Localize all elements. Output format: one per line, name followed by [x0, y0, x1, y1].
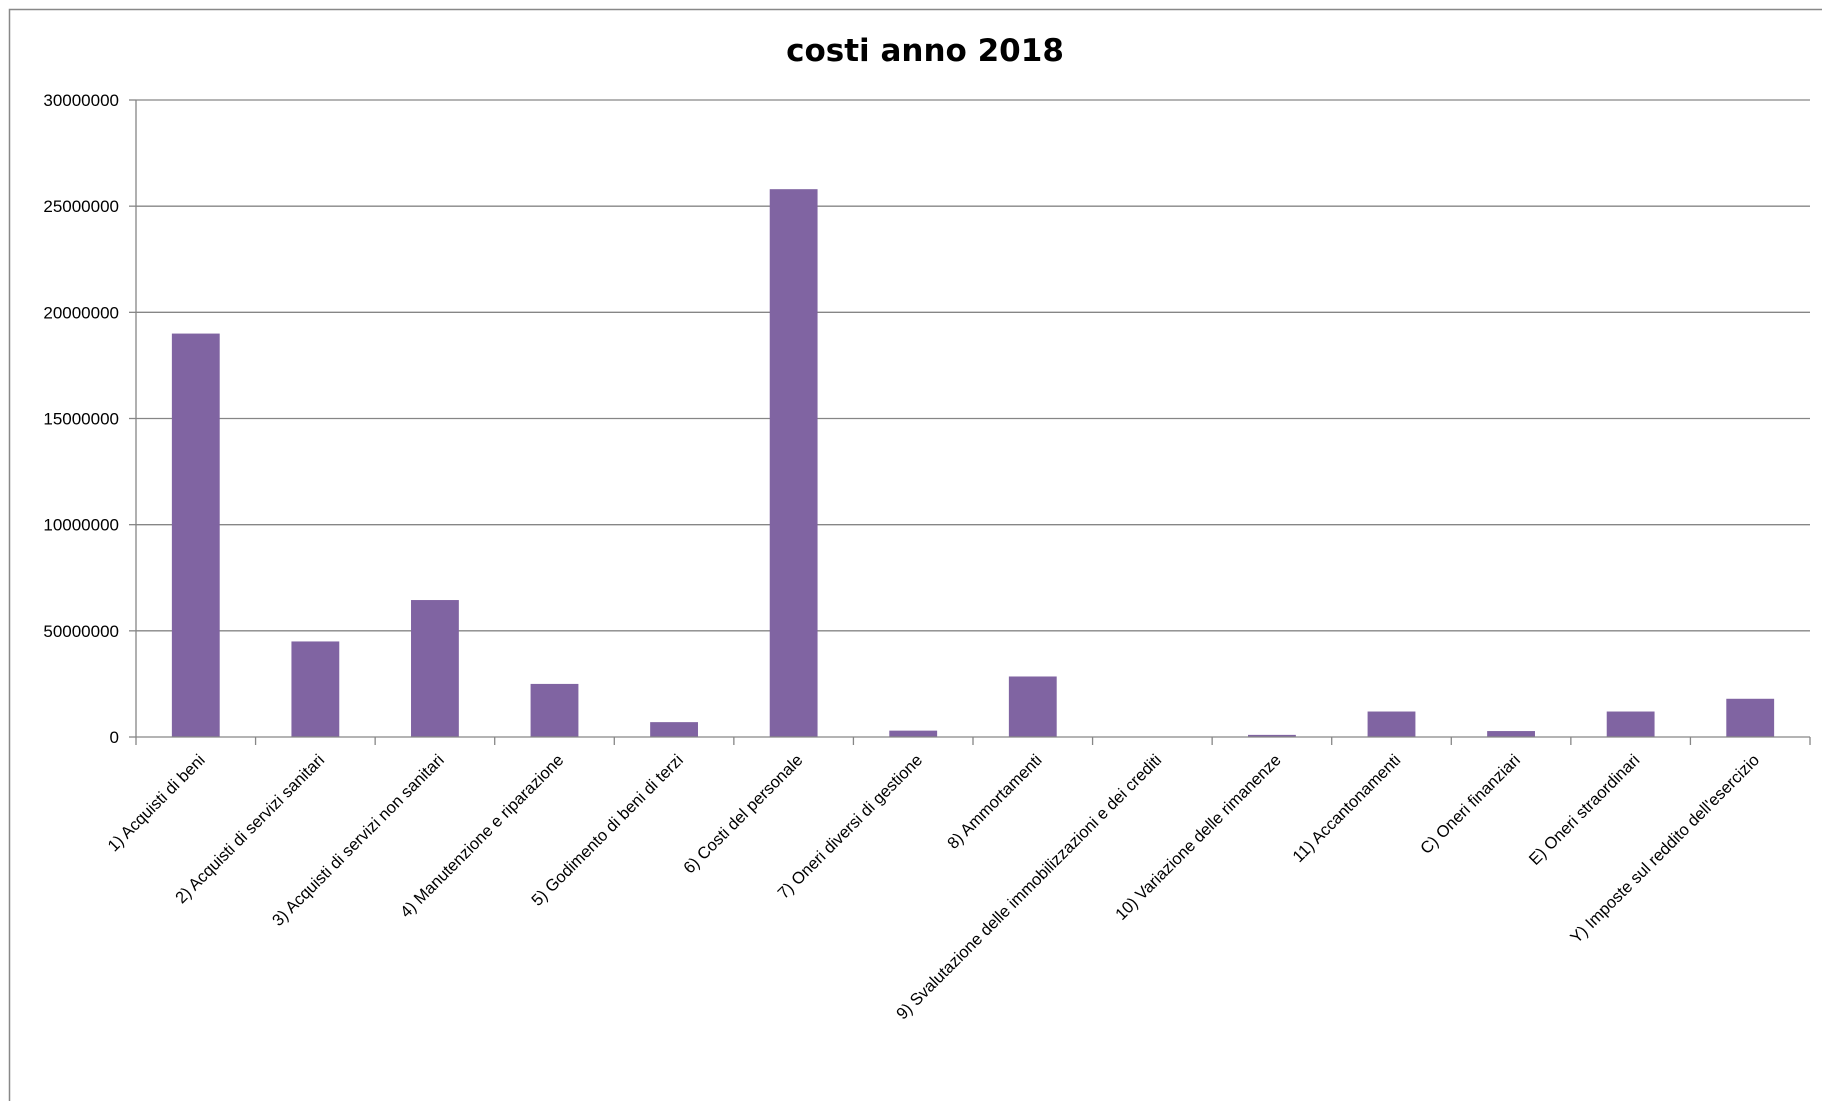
y-tick-label: 50000000 — [43, 622, 119, 641]
bar — [650, 722, 698, 737]
x-category-label: 1) Acquisti di beni — [104, 751, 208, 855]
x-category-label: E) Oneri straordinari — [1526, 751, 1644, 869]
bar — [172, 334, 220, 737]
bar — [1368, 712, 1416, 737]
bar — [531, 684, 579, 737]
bar — [770, 189, 818, 737]
x-category-label: 9) Svalutazione delle immobilizzazioni e… — [893, 751, 1165, 1023]
x-category-label: Y) Imposte sul reddito dell'esercizio — [1567, 751, 1763, 947]
bars — [172, 189, 1774, 737]
bar — [1726, 699, 1774, 737]
chart-frame-border — [10, 10, 1822, 1102]
y-tick-label: 20000000 — [43, 303, 119, 322]
y-tick-label: 30000000 — [43, 91, 119, 110]
bar — [1009, 676, 1057, 737]
x-category-label: 7) Oneri diversi di gestione — [775, 751, 927, 903]
x-category-label: C) Oneri finanziari — [1417, 751, 1524, 858]
chart-title: costi anno 2018 — [786, 33, 1064, 69]
y-tick-label: 0 — [110, 728, 119, 747]
x-category-label: 11) Accantonamenti — [1289, 751, 1404, 866]
y-tick-label: 25000000 — [43, 197, 119, 216]
axes — [129, 100, 1810, 745]
bar — [1487, 731, 1535, 737]
x-category-label: 8) Ammortamenti — [944, 751, 1046, 853]
bar — [411, 600, 459, 737]
y-tick-label: 15000000 — [43, 410, 119, 429]
x-category-label: 6) Costi del personale — [680, 751, 806, 877]
bar — [291, 641, 339, 737]
y-tick-label: 10000000 — [43, 516, 119, 535]
y-axis-tick-labels: 0 50000000 10000000 15000000 20000000 2500000… — [43, 91, 119, 747]
bar — [1607, 712, 1655, 737]
bar — [889, 731, 937, 737]
gridlines — [136, 100, 1810, 631]
